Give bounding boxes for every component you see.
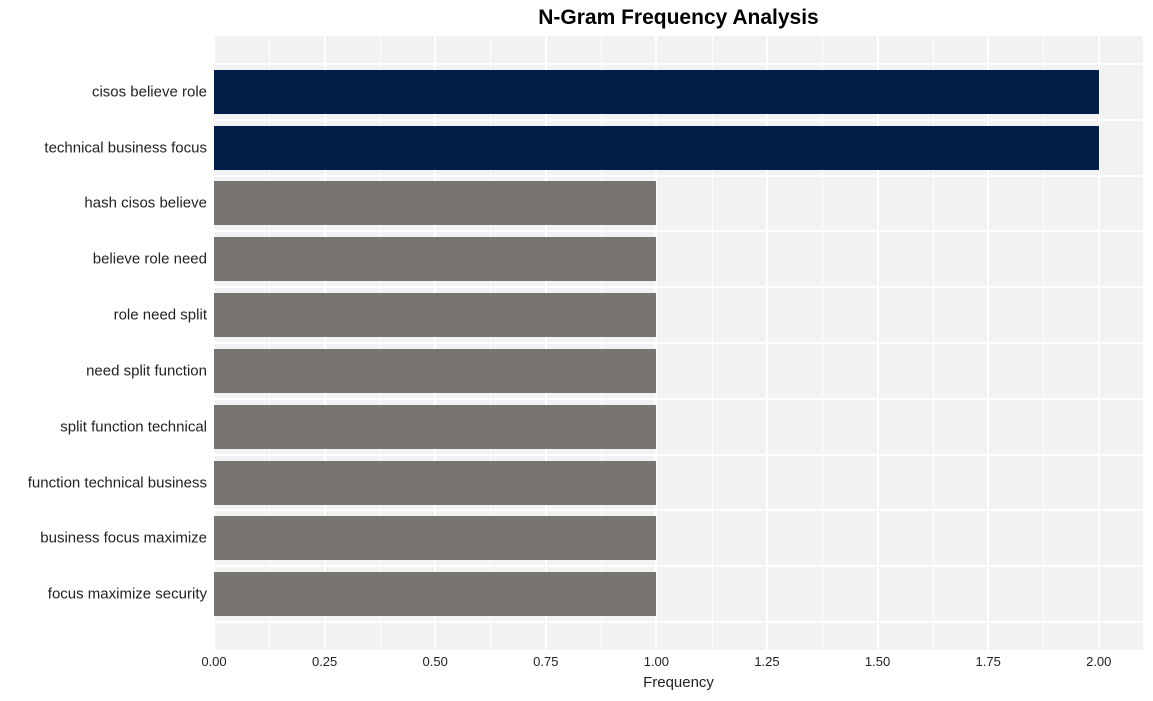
gridline-horizontal bbox=[214, 342, 1143, 344]
y-tick-label: hash cisos believe bbox=[7, 195, 207, 212]
y-tick-label: focus maximize security bbox=[7, 586, 207, 603]
y-tick-label: technical business focus bbox=[7, 139, 207, 156]
plot-area bbox=[214, 36, 1143, 650]
bar bbox=[214, 70, 1099, 114]
y-tick-label: cisos believe role bbox=[7, 83, 207, 100]
x-tick-label: 1.25 bbox=[737, 654, 797, 669]
x-tick-label: 2.00 bbox=[1069, 654, 1129, 669]
gridline-horizontal bbox=[214, 398, 1143, 400]
x-tick-label: 1.00 bbox=[626, 654, 686, 669]
x-tick-label: 1.75 bbox=[958, 654, 1018, 669]
bar bbox=[214, 405, 656, 449]
bar bbox=[214, 237, 656, 281]
y-tick-label: believe role need bbox=[7, 251, 207, 268]
x-axis-label: Frequency bbox=[214, 674, 1143, 691]
bar bbox=[214, 126, 1099, 170]
chart-title: N-Gram Frequency Analysis bbox=[214, 6, 1143, 30]
chart-figure: N-Gram Frequency Analysis Frequency ciso… bbox=[0, 0, 1153, 701]
gridline-horizontal bbox=[214, 119, 1143, 121]
x-tick-label: 0.75 bbox=[516, 654, 576, 669]
gridline-horizontal bbox=[214, 454, 1143, 456]
gridline-horizontal bbox=[214, 621, 1143, 623]
gridline-horizontal bbox=[214, 286, 1143, 288]
bar bbox=[214, 461, 656, 505]
gridline-horizontal bbox=[214, 230, 1143, 232]
x-tick-label: 0.25 bbox=[295, 654, 355, 669]
y-tick-label: split function technical bbox=[7, 418, 207, 435]
gridline-horizontal bbox=[214, 509, 1143, 511]
gridline-horizontal bbox=[214, 175, 1143, 177]
y-tick-label: need split function bbox=[7, 362, 207, 379]
y-tick-label: business focus maximize bbox=[7, 530, 207, 547]
bar bbox=[214, 516, 656, 560]
gridline-horizontal bbox=[214, 63, 1143, 65]
x-tick-label: 1.50 bbox=[848, 654, 908, 669]
y-tick-label: function technical business bbox=[7, 474, 207, 491]
bar bbox=[214, 572, 656, 616]
bar bbox=[214, 293, 656, 337]
x-tick-label: 0.50 bbox=[405, 654, 465, 669]
bar bbox=[214, 181, 656, 225]
y-tick-label: role need split bbox=[7, 307, 207, 324]
x-tick-label: 0.00 bbox=[184, 654, 244, 669]
gridline-horizontal bbox=[214, 565, 1143, 567]
bar bbox=[214, 349, 656, 393]
